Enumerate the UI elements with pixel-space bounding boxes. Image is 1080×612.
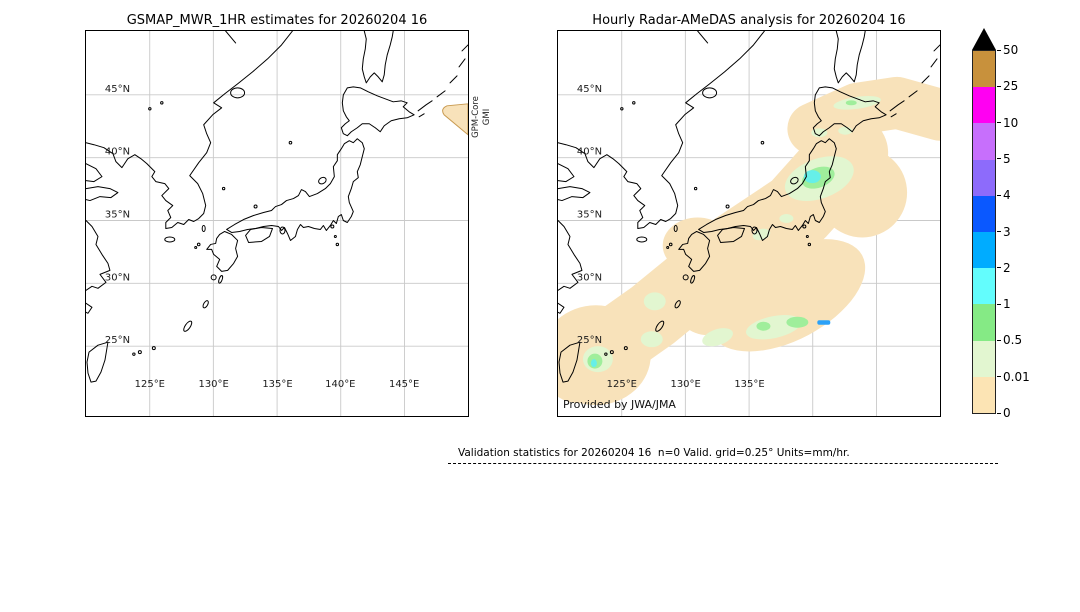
- colorbar-segment: [973, 376, 995, 414]
- y-tick-label: 25°N: [577, 335, 602, 346]
- right-panel-axis-labels: 45°N 40°N 35°N 30°N 25°N 125°E 130°E 135…: [577, 84, 765, 390]
- colorbar-tick-label: 1: [1003, 297, 1011, 312]
- colorbar-overflow-triangle: [972, 28, 996, 50]
- colorbar-tick-mark: [997, 412, 1001, 414]
- colorbar-tick-label: 3: [1003, 224, 1011, 239]
- y-tick-label: 35°N: [105, 210, 130, 221]
- colorbar-segment: [973, 195, 995, 233]
- colorbar-segment: [973, 87, 995, 124]
- colorbar-tick-mark: [997, 49, 1001, 51]
- y-tick-label: 40°N: [105, 147, 130, 158]
- x-tick-label: 135°E: [734, 379, 764, 390]
- x-tick-label: 140°E: [325, 379, 355, 390]
- satellite-annotation: GPM-Core GMI: [471, 86, 495, 148]
- colorbar-tick-label: 50: [1003, 43, 1019, 57]
- colorbar-segment: [973, 304, 995, 341]
- colorbar-tick-mark: [997, 267, 1001, 269]
- credit-text: Provided by JWA/JMA: [563, 398, 676, 411]
- colorbar-tick-label: 5: [1003, 151, 1011, 166]
- radar-map-canvas: 45°N 40°N 35°N 30°N 25°N 125°E 130°E 135…: [558, 31, 940, 416]
- y-tick-label: 45°N: [105, 84, 130, 95]
- gsmap-map-canvas: 45°N 40°N 35°N 30°N 25°N 125°E 130°E 135…: [86, 31, 468, 416]
- y-tick-label: 35°N: [577, 210, 602, 221]
- y-tick-label: 25°N: [105, 335, 130, 346]
- colorbar-tick-label: 10: [1003, 115, 1019, 130]
- satellite-annotation-line1: GPM-Core: [471, 96, 481, 138]
- colorbar-tick-mark: [997, 339, 1001, 341]
- gsmap-map-panel: 45°N 40°N 35°N 30°N 25°N 125°E 130°E 135…: [85, 30, 469, 417]
- y-tick-label: 40°N: [577, 147, 602, 158]
- validation-statistics-line: Validation statistics for 20260204 16 n=…: [448, 441, 998, 464]
- x-tick-label: 130°E: [671, 379, 701, 390]
- colorbar-tick-label: 25: [1003, 79, 1019, 94]
- x-tick-label: 145°E: [389, 379, 419, 390]
- colorbar-tick-mark: [997, 158, 1001, 160]
- x-tick-label: 135°E: [262, 379, 292, 390]
- colorbar-segment: [973, 123, 995, 160]
- satellite-annotation-line2: GMI: [482, 108, 493, 126]
- x-tick-label: 125°E: [135, 379, 165, 390]
- colorbar: [972, 50, 996, 414]
- colorbar-segment: [973, 159, 995, 196]
- validation-statistics-text: Validation statistics for 20260204 16 n=…: [458, 447, 850, 459]
- colorbar-tick-label: 0: [1003, 406, 1011, 420]
- left-panel-axis-labels: 45°N 40°N 35°N 30°N 25°N 125°E 130°E 135…: [105, 84, 419, 390]
- left-panel-title: GSMAP_MWR_1HR estimates for 20260204 16: [126, 13, 428, 28]
- colorbar-tick-mark: [997, 376, 1001, 378]
- colorbar-tick-mark: [997, 303, 1001, 305]
- colorbar-tick-mark: [997, 231, 1001, 232]
- colorbar-tick-mark: [997, 122, 1001, 124]
- colorbar-tick-label: 0.01: [1003, 369, 1030, 384]
- colorbar-segment: [973, 51, 995, 88]
- y-tick-label: 45°N: [577, 84, 602, 95]
- x-tick-label: 125°E: [607, 379, 637, 390]
- colorbar-tick-label: 0.5: [1003, 333, 1023, 348]
- y-tick-label: 30°N: [105, 272, 130, 283]
- right-panel-title: Hourly Radar-AMeDAS analysis for 2026020…: [592, 13, 906, 28]
- colorbar-tick-label: 2: [1003, 260, 1011, 275]
- colorbar-segment: [973, 232, 995, 269]
- x-tick-label: 130°E: [199, 379, 229, 390]
- colorbar-segment: [973, 268, 995, 305]
- gsmap-swath-edge-wedge: [442, 103, 468, 136]
- colorbar-tick-label: 4: [1003, 188, 1011, 203]
- y-tick-label: 30°N: [577, 272, 602, 283]
- colorbar-segment: [973, 340, 995, 377]
- radar-amedas-map-panel: 45°N 40°N 35°N 30°N 25°N 125°E 130°E 135…: [557, 30, 941, 417]
- colorbar-tick-mark: [997, 85, 1001, 87]
- colorbar-tick-mark: [997, 194, 1001, 196]
- gridlines: [86, 31, 468, 416]
